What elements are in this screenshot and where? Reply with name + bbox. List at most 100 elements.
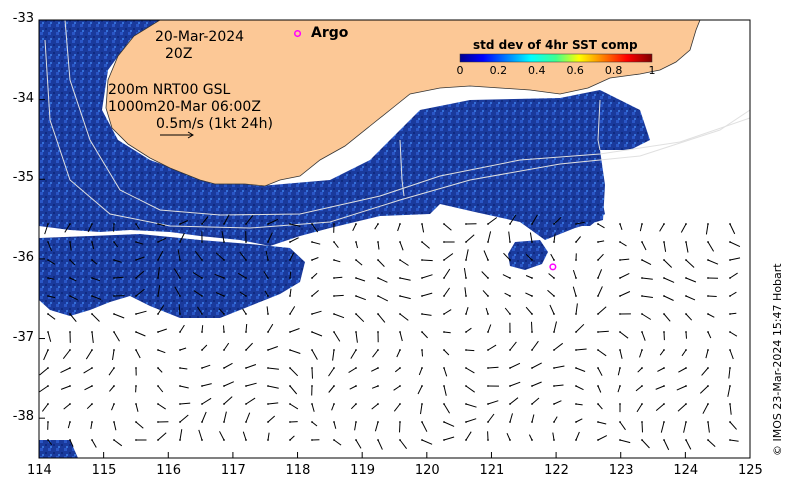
- current-vector-origin: [355, 403, 357, 405]
- current-vector-origin: [553, 313, 555, 315]
- current-vector: [264, 290, 269, 297]
- current-vector-origin: [179, 349, 181, 351]
- current-vector: [575, 418, 583, 423]
- current-vector-origin: [575, 421, 577, 423]
- lat-tick-label: -38: [12, 409, 34, 425]
- current-vector-origin: [443, 295, 445, 297]
- current-vector-origin: [311, 439, 313, 441]
- current-vector-origin: [531, 439, 533, 441]
- current-vector-origin: [443, 367, 445, 369]
- current-vector-origin: [201, 421, 203, 423]
- current-vector-origin: [135, 259, 137, 261]
- current-vector-origin: [311, 241, 313, 243]
- colorbar-title: std dev of 4hr SST comp: [473, 38, 638, 52]
- current-vector-origin: [531, 277, 533, 279]
- current-vector-origin: [707, 241, 709, 243]
- current-vector-origin: [113, 367, 115, 369]
- current-vector-origin: [707, 367, 709, 369]
- current-vector-origin: [399, 367, 401, 369]
- current-vector-origin: [47, 349, 49, 351]
- current-vector-origin: [509, 421, 511, 423]
- current-vector-origin: [333, 331, 335, 333]
- current-vector-origin: [707, 259, 709, 261]
- current-vector-origin: [113, 331, 115, 333]
- current-vector-origin: [465, 313, 467, 315]
- current-vector: [641, 313, 652, 320]
- current-vector-origin: [619, 259, 621, 261]
- current-vector: [548, 273, 555, 279]
- current-vector-origin: [69, 403, 71, 405]
- current-vector: [729, 312, 737, 315]
- current-vector-origin: [443, 277, 445, 279]
- current-vector: [194, 250, 203, 261]
- current-vector-origin: [597, 421, 599, 423]
- current-vector: [201, 383, 212, 387]
- current-vector-origin: [641, 259, 643, 261]
- current-vector-origin: [597, 385, 599, 387]
- current-vector-origin: [421, 439, 423, 441]
- current-vector: [267, 218, 279, 225]
- current-vector: [201, 325, 204, 333]
- current-vector: [177, 249, 181, 261]
- current-vector-origin: [597, 331, 599, 333]
- plot-frame: [38, 19, 751, 459]
- current-vector-origin: [289, 241, 291, 243]
- current-vector-origin: [421, 349, 423, 351]
- current-vector-origin: [69, 277, 71, 279]
- current-vector-origin: [135, 385, 137, 387]
- current-vector: [355, 313, 365, 323]
- current-vector: [44, 223, 49, 235]
- current-vector: [619, 349, 623, 359]
- current-vector-origin: [47, 259, 49, 261]
- current-vector-origin: [619, 421, 621, 423]
- current-vector-origin: [311, 385, 313, 387]
- current-vector-origin: [91, 223, 93, 225]
- current-vector-origin: [267, 349, 269, 351]
- current-vector: [267, 385, 279, 389]
- current-vector-origin: [135, 331, 137, 333]
- current-vector: [443, 223, 452, 231]
- current-vector-origin: [575, 439, 577, 441]
- current-vector: [639, 223, 643, 232]
- current-vector-origin: [663, 385, 665, 387]
- current-vector-origin: [69, 367, 71, 369]
- current-vector: [685, 331, 687, 339]
- current-vector-origin: [135, 349, 137, 351]
- current-vector: [223, 342, 230, 351]
- current-vector: [67, 421, 71, 429]
- current-vector-origin: [267, 313, 269, 315]
- current-vector: [705, 349, 709, 359]
- current-vector: [553, 400, 562, 405]
- current-vector: [377, 241, 380, 250]
- current-vector-origin: [421, 241, 423, 243]
- lon-tick-label: 115: [91, 463, 117, 478]
- current-vector-origin: [267, 259, 269, 261]
- current-vector: [531, 381, 542, 387]
- current-vector-origin: [487, 313, 489, 315]
- current-vector-origin: [443, 439, 445, 441]
- current-vector-origin: [553, 367, 555, 369]
- current-vector: [421, 331, 428, 339]
- current-vector-origin: [707, 349, 709, 351]
- current-vector: [218, 308, 225, 315]
- current-vector: [553, 321, 557, 333]
- current-vector: [393, 385, 401, 391]
- current-vector-origin: [487, 421, 489, 423]
- current-vector: [663, 259, 673, 268]
- current-vector-origin: [487, 349, 489, 351]
- current-vector-origin: [619, 313, 621, 315]
- current-vector-origin: [685, 277, 687, 279]
- current-vector: [421, 421, 428, 432]
- current-vector: [267, 346, 278, 351]
- current-vector: [529, 232, 533, 243]
- current-vector: [42, 403, 49, 412]
- current-vector: [349, 385, 357, 390]
- current-vector-origin: [355, 331, 357, 333]
- current-vector-origin: [531, 295, 533, 297]
- current-vector-origin: [223, 241, 225, 243]
- current-vector-origin: [421, 313, 423, 315]
- current-vector: [91, 259, 98, 265]
- current-vector: [245, 412, 251, 423]
- current-vector: [333, 294, 344, 297]
- current-vector-origin: [641, 349, 643, 351]
